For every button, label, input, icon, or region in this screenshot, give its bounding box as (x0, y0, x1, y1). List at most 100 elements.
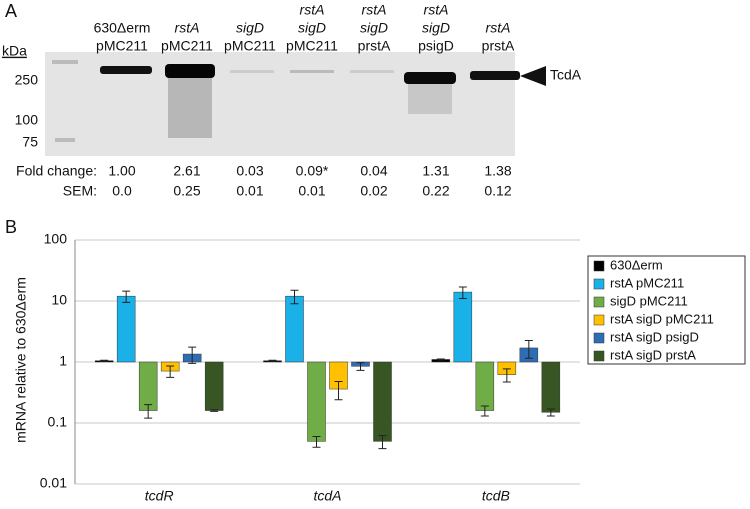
error-bar (502, 368, 511, 383)
ladder-band (52, 60, 78, 64)
fold-change: 1.00 (108, 163, 135, 179)
error-bar (546, 408, 555, 417)
sem: 0.22 (422, 183, 449, 199)
fold-change: 1.38 (484, 163, 511, 179)
legend-swatch (593, 278, 605, 290)
error-bar (268, 359, 277, 362)
bar (138, 361, 158, 411)
smear (168, 78, 212, 138)
band (290, 70, 334, 73)
panel-label: A (5, 1, 17, 21)
lane-label: prstA (358, 38, 391, 54)
sem: 0.12 (484, 183, 511, 199)
band-arrow (520, 66, 546, 86)
error-bar (378, 435, 387, 450)
sem: 0.01 (236, 183, 263, 199)
lane-label: rstA (486, 20, 511, 36)
bar (204, 361, 224, 411)
sem: 0.02 (360, 183, 387, 199)
band-label: TcdA (550, 67, 582, 83)
legend-label: 630Δerm (610, 257, 663, 272)
bar (116, 295, 136, 363)
error-bar (144, 404, 153, 419)
legend-swatch (593, 314, 605, 326)
lane-label: rstA (300, 2, 325, 18)
fold-change: 0.04 (360, 163, 387, 179)
lane-label: sigD (422, 20, 450, 36)
lane-label: pMC211 (286, 38, 338, 54)
error-bar (312, 436, 321, 448)
row-label: SEM: (63, 183, 97, 199)
error-bar (356, 362, 365, 371)
legend-swatch (593, 332, 605, 344)
lane-label: sigD (236, 20, 264, 36)
lane-label: pMC211 (96, 38, 148, 54)
band (470, 71, 520, 80)
ladder-band (55, 138, 75, 142)
marker-label: 100 (15, 112, 39, 128)
lane-label: 630Δerm (94, 20, 151, 36)
legend-label: sigD pMC211 (610, 293, 688, 308)
fold-change: 0.09* (296, 163, 329, 179)
legend-label: rstA sigD pMC211 (610, 311, 714, 326)
panel-label: B (5, 217, 17, 237)
y-axis-label: mRNA relative to 630Δerm (13, 277, 29, 443)
y-tick-label: 0.01 (40, 475, 67, 491)
marker-unit: kDa (2, 43, 27, 59)
x-tick-label: tcdA (313, 488, 341, 504)
bar (541, 361, 561, 413)
row-label: Fold change: (16, 163, 97, 179)
lane-label: rstA (362, 2, 387, 18)
y-tick-label: 1 (59, 353, 67, 369)
legend-label: rstA sigD prstA (610, 347, 696, 362)
lane-label: sigD (360, 20, 388, 36)
legend-swatch (593, 296, 605, 308)
fold-change: 0.03 (236, 163, 263, 179)
smear (408, 84, 452, 114)
band (230, 70, 274, 73)
error-bar (210, 409, 219, 412)
band (100, 66, 152, 74)
legend-label: rstA pMC211 (610, 275, 684, 290)
y-tick-label: 10 (51, 292, 67, 308)
error-bar (334, 380, 343, 401)
sem: 0.0 (112, 183, 132, 199)
band (165, 64, 215, 78)
error-bar (290, 289, 299, 305)
error-bar (524, 340, 533, 359)
error-bar (122, 290, 131, 303)
lane-label: rstA (424, 2, 449, 18)
error-bar (188, 346, 197, 364)
error-bar (480, 405, 489, 417)
lane-label: sigD (298, 20, 326, 36)
error-bar (166, 365, 175, 378)
bar (373, 361, 392, 442)
sem: 0.01 (298, 183, 325, 199)
lane-label: prstA (482, 38, 515, 54)
lane-label: pMC211 (161, 38, 213, 54)
legend-swatch (593, 350, 605, 362)
sem: 0.25 (173, 183, 200, 199)
bar (285, 295, 304, 363)
marker-label: 250 (15, 72, 39, 88)
bar (453, 291, 473, 363)
error-bar (458, 286, 467, 299)
bar (307, 361, 326, 442)
bar (475, 361, 495, 411)
x-tick-label: tcdR (145, 488, 174, 504)
y-tick-label: 0.1 (48, 414, 68, 430)
band (404, 72, 456, 84)
marker-label: 75 (22, 134, 38, 150)
y-tick-label: 100 (44, 231, 68, 247)
lane-label: rstA (175, 20, 200, 36)
lane-label: pMC211 (224, 38, 276, 54)
legend-swatch (593, 260, 605, 272)
lane-label: psigD (418, 38, 454, 54)
legend-box (587, 255, 746, 365)
band (350, 70, 394, 73)
error-bar (100, 359, 109, 362)
fold-change: 2.61 (173, 163, 200, 179)
x-tick-label: tcdB (482, 488, 510, 504)
legend-label: rstA sigD psigD (610, 329, 699, 344)
